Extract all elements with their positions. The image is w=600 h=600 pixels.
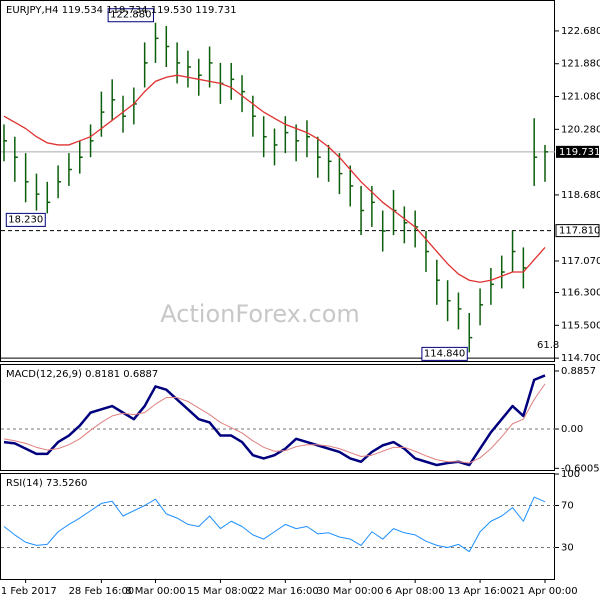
y-tick-label: 122.680: [561, 26, 600, 37]
x-tick-label: 15 Mar 08:00: [187, 586, 254, 597]
x-tick-label: 6 Apr 08:00: [386, 586, 445, 597]
watermark: ActionForex.com: [160, 300, 360, 328]
y-tick-label: 115.500: [561, 320, 600, 331]
x-tick-label: 21 Feb 2017: [0, 586, 57, 597]
level-name: 61.8: [537, 340, 559, 351]
y-tick-label: 116.300: [561, 288, 600, 299]
y-tick-label: 121.080: [561, 92, 600, 103]
panel-title: MACD(12,26,9) 0.8181 0.6887: [6, 369, 158, 380]
annotation-box: [5, 212, 46, 227]
x-tick-label: 28 Feb 16:00: [69, 586, 135, 597]
y-tick-label: 121.880: [561, 59, 600, 70]
moving-average: [3, 74, 546, 283]
y-tick-label: 114.700: [561, 353, 600, 364]
x-tick-label: 30 Mar 00:00: [317, 586, 384, 597]
x-tick-label: 22 Mar 16:00: [252, 586, 319, 597]
current-price-box: [556, 145, 599, 158]
panel-title: EURJPY,H4 119.534 119.734 119.530 119.73…: [6, 5, 237, 16]
y-tick-label: 30: [561, 543, 574, 554]
y-tick-label: -0.6005: [561, 463, 600, 474]
macd-panel: [0, 364, 555, 471]
y-tick-label: 100: [561, 469, 580, 480]
rsi-panel: [0, 473, 555, 580]
y-tick-label: 0.00: [561, 424, 583, 435]
x-tick-label: 21 Apr 00:00: [512, 586, 577, 597]
y-tick-label: 120.280: [561, 124, 600, 135]
annotation: 114.840: [424, 348, 465, 359]
y-tick-label: 117.070: [561, 256, 600, 267]
indicator-line: [3, 496, 546, 553]
panel-title: RSI(14) 73.5260: [6, 478, 87, 489]
annotation-box: [421, 346, 468, 361]
y-tick-label: 70: [561, 501, 574, 512]
x-tick-label: 13 Apr 16:00: [447, 586, 512, 597]
annotation: 122.880: [110, 10, 151, 21]
level-label: 117.810: [559, 226, 600, 237]
main-panel: [0, 0, 555, 362]
x-tick-label: 8 Mar 00:00: [125, 586, 185, 597]
indicator-line: [3, 383, 546, 464]
annotation: 18.230: [8, 214, 43, 225]
y-tick-label: 0.8857: [561, 366, 596, 377]
current-price-label: 119.731: [559, 147, 600, 158]
level-label-box: [555, 224, 600, 238]
y-tick-label: 118.680: [561, 190, 600, 201]
annotation-box: [107, 8, 154, 23]
